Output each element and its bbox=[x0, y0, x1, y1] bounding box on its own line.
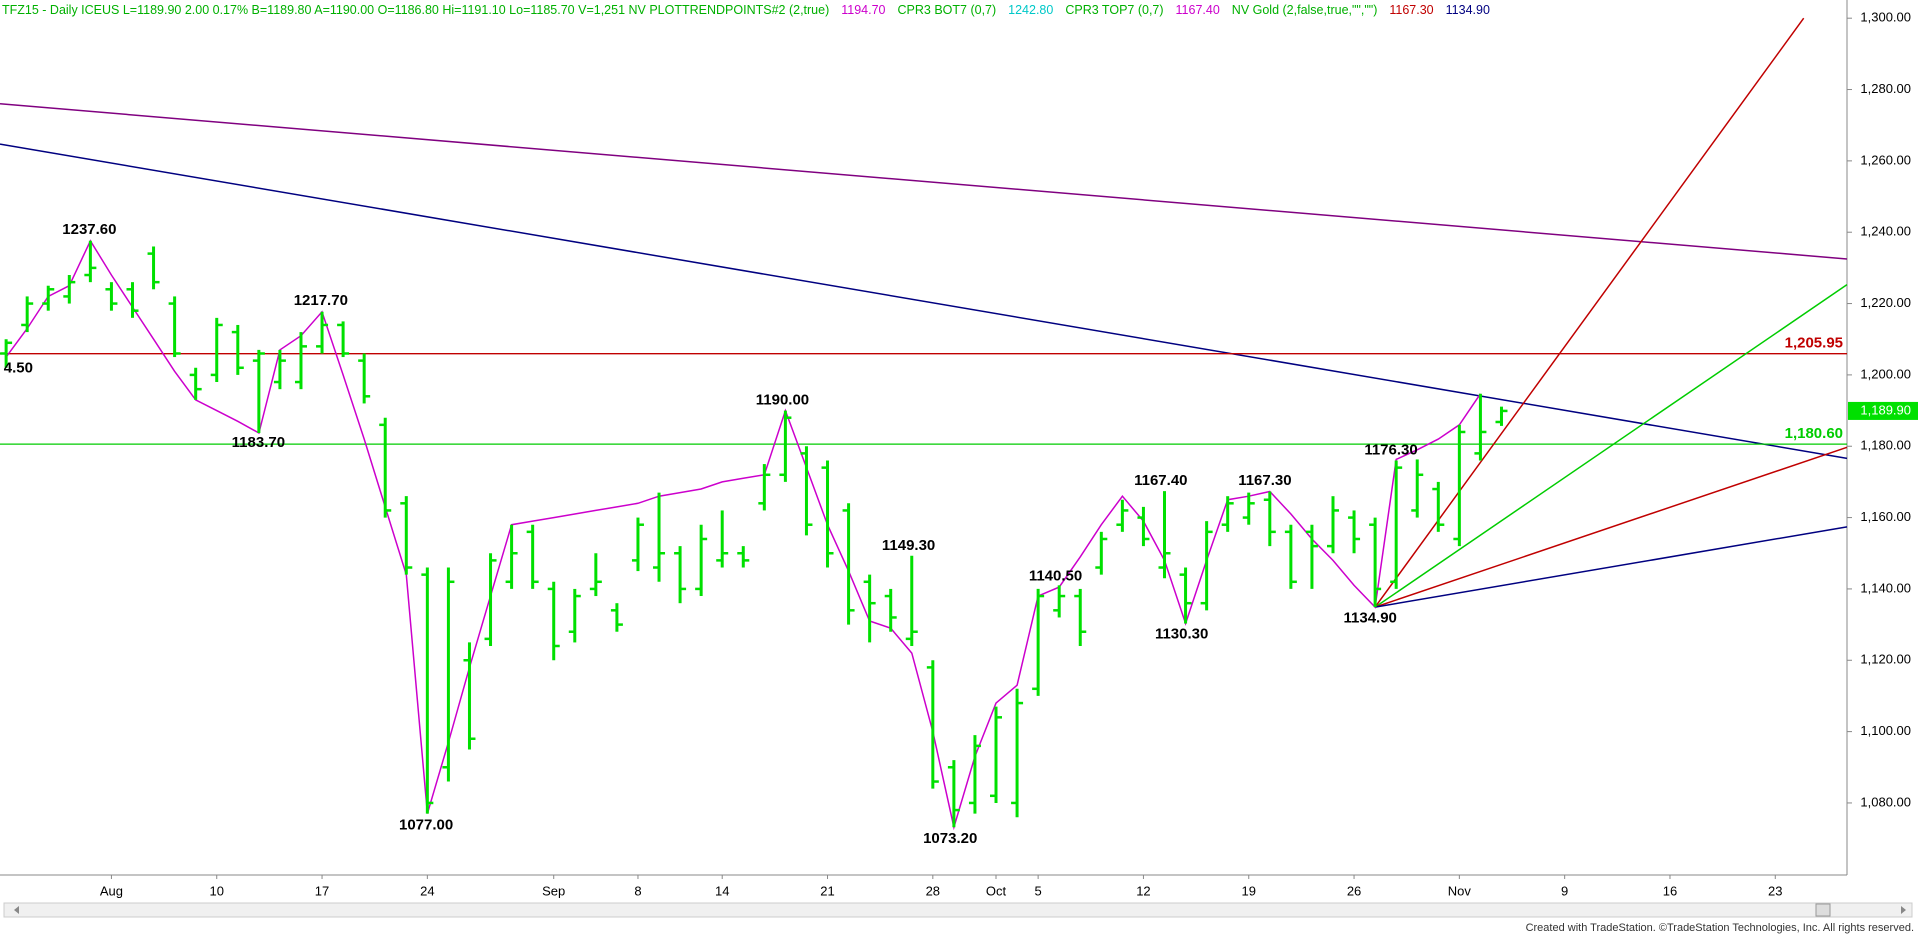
y-tick-label: 1,300.00 bbox=[1860, 10, 1911, 25]
swing-label: 1237.60 bbox=[62, 221, 116, 238]
y-tick-label: 1,080.00 bbox=[1860, 794, 1911, 809]
last-price-label: 1,189.90 bbox=[1860, 402, 1911, 417]
y-tick-label: 1,160.00 bbox=[1860, 509, 1911, 524]
x-tick-label: 26 bbox=[1347, 883, 1361, 898]
x-tick-label: Aug bbox=[100, 883, 123, 898]
swing-label: 1130.30 bbox=[1155, 625, 1208, 642]
trend-line bbox=[0, 103, 1848, 260]
x-tick-label: 28 bbox=[926, 883, 940, 898]
last-price-box bbox=[1848, 401, 1918, 420]
header: TFZ15 - Daily ICEUS L=1189.90 2.00 0.17%… bbox=[2, 3, 1490, 17]
header-part: CPR3 BOT7 (0,7) bbox=[898, 3, 997, 17]
swing-label: 1190.00 bbox=[756, 391, 809, 408]
header-part: CPR3 TOP7 (0,7) bbox=[1065, 3, 1163, 17]
y-tick-label: 1,220.00 bbox=[1860, 295, 1911, 310]
x-tick-label: Oct bbox=[986, 883, 1007, 898]
x-tick-label: 24 bbox=[420, 883, 434, 898]
header-part: 1167.30 bbox=[1389, 3, 1433, 17]
y-tick-label: 1,180.00 bbox=[1860, 438, 1911, 453]
x-tick-label: 10 bbox=[210, 883, 224, 898]
scroll-left[interactable] bbox=[14, 906, 19, 914]
y-tick-label: 1,120.00 bbox=[1860, 652, 1911, 667]
swing-label: 1140.50 bbox=[1029, 568, 1082, 585]
zigzag bbox=[5, 239, 1482, 831]
header-part: TFZ15 - Daily ICEUS L=1189.90 2.00 0.17%… bbox=[2, 3, 829, 17]
header-part: NV Gold (2,false,true,"","") bbox=[1232, 3, 1378, 17]
swing-label: 1149.30 bbox=[882, 537, 935, 554]
footer: Created with TradeStation. ©TradeStation… bbox=[1526, 922, 1914, 934]
swing-label: 1183.70 bbox=[232, 434, 285, 451]
x-tick-label: 19 bbox=[1242, 883, 1256, 898]
swing-label: 1167.40 bbox=[1134, 472, 1187, 489]
y-tick-label: 1,100.00 bbox=[1860, 723, 1911, 738]
header-part: 1194.70 bbox=[841, 3, 885, 17]
fan-line bbox=[1374, 17, 1805, 608]
y-tick-label: 1,140.00 bbox=[1860, 580, 1911, 595]
level-label: 1,205.95 bbox=[1785, 335, 1843, 352]
x-tick-label: 12 bbox=[1136, 883, 1150, 898]
x-tick-label: Sep bbox=[542, 883, 565, 898]
x-tick-label: 16 bbox=[1663, 883, 1677, 898]
scroll-right[interactable] bbox=[1901, 906, 1906, 914]
swing-label: 4.50 bbox=[4, 360, 33, 377]
swing-label: 1176.30 bbox=[1364, 442, 1417, 459]
x-tick-label: 21 bbox=[820, 883, 834, 898]
trend-line bbox=[0, 143, 1848, 460]
x-tick-label: 9 bbox=[1561, 883, 1568, 898]
x-tick-label: 5 bbox=[1035, 883, 1042, 898]
swing-label: 1217.70 bbox=[294, 292, 348, 309]
fan-line bbox=[1374, 284, 1848, 608]
swing-label: 1077.00 bbox=[399, 816, 453, 833]
swing-label: 1073.20 bbox=[923, 830, 977, 847]
x-tick-label: 23 bbox=[1768, 883, 1782, 898]
x-tick-label: Nov bbox=[1448, 883, 1472, 898]
fan-line bbox=[1374, 446, 1848, 608]
scroll-thumb[interactable] bbox=[1815, 903, 1831, 917]
swing-label: 1167.30 bbox=[1238, 472, 1291, 489]
x-tick-label: 14 bbox=[715, 883, 729, 898]
y-tick-label: 1,200.00 bbox=[1860, 366, 1911, 381]
y-tick-label: 1,280.00 bbox=[1860, 81, 1911, 96]
fan-line bbox=[1374, 526, 1848, 608]
header-part: 1242.80 bbox=[1008, 3, 1053, 17]
level-label: 1,180.60 bbox=[1785, 425, 1843, 442]
x-tick-label: 17 bbox=[315, 883, 329, 898]
x-tick-label: 8 bbox=[634, 883, 641, 898]
header-part: 1134.90 bbox=[1446, 3, 1490, 17]
header-part: 1167.40 bbox=[1176, 3, 1220, 17]
scroll-track[interactable] bbox=[3, 902, 1913, 918]
y-tick-label: 1,240.00 bbox=[1860, 224, 1911, 239]
swing-label: 1134.90 bbox=[1344, 609, 1397, 626]
y-tick-label: 1,260.00 bbox=[1860, 152, 1911, 167]
scrollbar[interactable] bbox=[3, 902, 1913, 918]
